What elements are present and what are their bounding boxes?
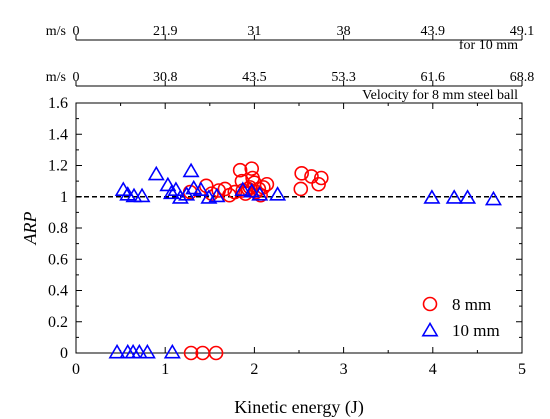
data-point-8mm (259, 176, 275, 192)
top-axis-8mm: m/s Velocity for 8 mm steel ball 0 30.8 43… (46, 70, 534, 103)
top-axis-tick-label: 68.8 (510, 70, 535, 85)
top-axis-tick-label: 30.8 (153, 70, 178, 85)
x-tick-label: 5 (518, 361, 526, 378)
data-point-10mm (159, 176, 177, 192)
y-tick-label: 1.4 (48, 126, 68, 143)
data-point-10mm (445, 189, 463, 204)
top-axis-tick-label: 53.3 (331, 70, 356, 85)
top-axis-8mm-unit: m/s (46, 70, 66, 85)
top-axis-tick-label: 61.6 (421, 70, 446, 85)
y-tick-label: 0.4 (48, 283, 68, 300)
data-point-8mm (208, 345, 224, 361)
legend-marker-8mm (422, 296, 438, 312)
x-tick-label: 3 (340, 361, 348, 378)
legend-label: 10 mm (452, 321, 500, 340)
y-tick-label: 1.2 (48, 158, 68, 175)
top-axis-tick-label: 49.1 (510, 24, 535, 39)
x-tick-label: 1 (161, 361, 169, 378)
top-axis-10mm-unit: m/s (46, 24, 66, 39)
legend-label: 8 mm (452, 295, 491, 314)
data-point-10mm (171, 189, 189, 204)
data-point-10mm (269, 186, 287, 201)
x-axis-label: Kinetic energy (J) (234, 397, 364, 418)
data-markers (108, 161, 502, 361)
plot-frame (75, 102, 523, 354)
top-axis-10mm: m/s for 10 mm 0 21.9 31 38 43.9 49.1 (46, 24, 534, 53)
y-axis-label: ARP (20, 212, 40, 246)
data-point-10mm (234, 181, 252, 196)
data-point-8mm (293, 181, 309, 197)
top-axis-tick-label: 43.9 (421, 24, 446, 39)
data-point-10mm (108, 343, 126, 359)
data-point-10mm (182, 162, 200, 178)
data-point-8mm (227, 184, 243, 200)
legend: 8 mm 10 mm (421, 295, 500, 340)
data-point-10mm (192, 181, 210, 196)
top-axis-8mm-title: Velocity for 8 mm steel ball (362, 88, 518, 103)
data-point-8mm (183, 345, 199, 361)
data-point-10mm (459, 189, 477, 204)
data-point-8mm (313, 170, 329, 186)
data-point-8mm (244, 161, 260, 176)
data-point-10mm (484, 190, 502, 206)
legend-marker-10mm (421, 321, 439, 337)
y-tick-label: 0.6 (48, 251, 68, 268)
data-point-10mm (162, 184, 180, 200)
data-point-10mm (251, 186, 269, 201)
top-axis-tick-label: 38 (337, 24, 351, 39)
top-axis-tick-label: 21.9 (153, 24, 178, 39)
data-point-10mm (423, 189, 441, 204)
x-tick-label: 0 (72, 361, 80, 378)
data-point-8mm (232, 162, 248, 178)
data-point-10mm (243, 182, 261, 198)
data-point-10mm (147, 165, 165, 181)
data-point-10mm (208, 187, 226, 203)
top-axis-8mm-ticks: 0 30.8 43.5 53.3 61.6 68.8 (73, 70, 535, 86)
data-point-8mm (311, 176, 326, 192)
top-axis-tick-label: 31 (247, 24, 261, 39)
y-tick-label: 1 (60, 189, 68, 206)
y-axis-ticks: 0 0.2 0.4 0.6 0.8 1 1.2 1.4 1.6 (48, 95, 522, 362)
y-tick-label: 1.6 (48, 95, 68, 112)
top-axis-tick-label: 43.5 (242, 70, 267, 85)
top-axis-tick-label: 0 (73, 70, 80, 85)
top-axis-10mm-ticks: 0 21.9 31 38 43.9 49.1 (73, 24, 535, 40)
data-point-10mm (163, 343, 181, 359)
top-axis-10mm-title: for 10 mm (459, 38, 518, 53)
x-tick-label: 4 (429, 361, 437, 378)
data-point-10mm (133, 187, 151, 203)
x-tick-label: 2 (250, 361, 258, 378)
y-tick-label: 0 (60, 345, 68, 362)
y-tick-label: 0.8 (48, 220, 68, 237)
data-point-10mm (167, 181, 185, 196)
data-point-8mm (204, 186, 219, 201)
data-point-8mm (294, 166, 309, 181)
y-tick-label: 0.2 (48, 314, 68, 331)
x-axis-ticks: 0 1 2 3 4 5 (72, 103, 526, 378)
data-point-10mm (138, 343, 156, 359)
top-axis-tick-label: 0 (73, 24, 80, 39)
